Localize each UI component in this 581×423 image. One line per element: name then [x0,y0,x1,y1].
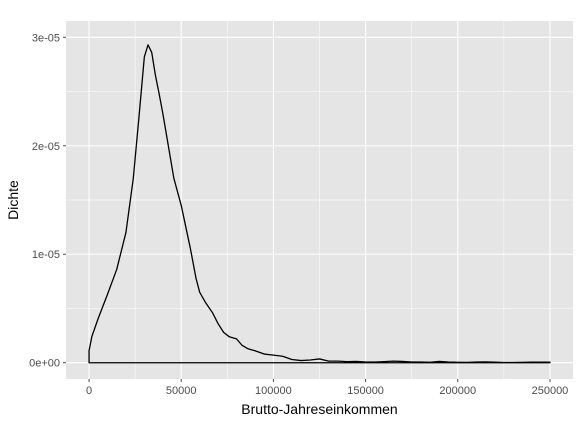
x-tick-label: 250000 [532,385,569,397]
x-tick-label: 100000 [255,385,292,397]
y-axis: 0e+00 1e-05 2e-05 3e-05 [29,32,66,370]
x-axis: 0 50000 100000 150000 200000 250000 [86,379,568,397]
x-tick-label: 50000 [166,385,197,397]
x-tick-label: 200000 [439,385,476,397]
y-tick-label: 2e-05 [32,141,60,153]
minor-gridlines [66,21,573,379]
y-tick-label: 0e+00 [29,358,60,370]
density-curve [88,44,551,364]
y-tick-label: 3e-05 [32,32,60,44]
x-tick-label: 0 [86,385,92,397]
x-axis-title: Brutto-Jahreseinkommen [241,401,397,417]
y-tick-label: 1e-05 [32,249,60,261]
x-tick-label: 150000 [347,385,384,397]
y-axis-title: Dichte [5,180,21,220]
